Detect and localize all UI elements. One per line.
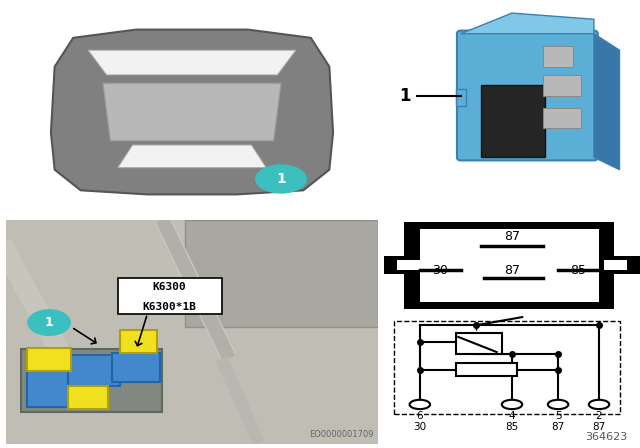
Text: 2: 2 <box>596 411 602 421</box>
FancyBboxPatch shape <box>68 386 109 409</box>
Bar <box>481 85 545 157</box>
Text: 85: 85 <box>571 264 586 277</box>
Text: 87: 87 <box>504 230 520 243</box>
Bar <box>456 89 466 106</box>
Text: 6: 6 <box>417 411 423 421</box>
Circle shape <box>589 400 609 409</box>
Bar <box>456 362 517 376</box>
Polygon shape <box>88 50 296 75</box>
Polygon shape <box>103 83 281 141</box>
Bar <box>397 260 420 270</box>
Bar <box>543 46 573 67</box>
Bar <box>543 108 581 129</box>
Text: 87: 87 <box>552 422 564 431</box>
Text: K6300: K6300 <box>153 282 187 292</box>
Text: 364623: 364623 <box>585 432 627 442</box>
Text: 30: 30 <box>433 264 448 277</box>
Circle shape <box>410 400 430 409</box>
Text: 87: 87 <box>504 264 520 277</box>
FancyBboxPatch shape <box>27 349 72 370</box>
Text: 1: 1 <box>45 316 54 329</box>
Bar <box>456 333 502 354</box>
Text: 1: 1 <box>399 86 410 104</box>
Text: EO0000001709: EO0000001709 <box>309 430 374 439</box>
Text: 5: 5 <box>555 411 561 421</box>
FancyBboxPatch shape <box>27 370 68 407</box>
Circle shape <box>502 400 522 409</box>
Polygon shape <box>594 34 620 170</box>
Bar <box>404 222 614 309</box>
Bar <box>384 256 420 274</box>
Bar <box>604 256 640 274</box>
Polygon shape <box>461 13 594 34</box>
Circle shape <box>28 310 70 335</box>
Circle shape <box>548 400 568 409</box>
Polygon shape <box>51 30 333 194</box>
Text: 30: 30 <box>413 422 426 431</box>
Polygon shape <box>118 145 266 168</box>
FancyBboxPatch shape <box>457 30 598 160</box>
FancyBboxPatch shape <box>120 330 157 353</box>
Bar <box>21 349 163 412</box>
Text: 85: 85 <box>506 422 518 431</box>
FancyBboxPatch shape <box>112 353 161 382</box>
Bar <box>420 229 599 302</box>
Bar <box>394 321 620 414</box>
Text: 4: 4 <box>509 411 515 421</box>
Circle shape <box>256 165 307 193</box>
FancyBboxPatch shape <box>68 355 120 386</box>
Bar <box>118 278 221 314</box>
Text: K6300*1B: K6300*1B <box>143 302 196 312</box>
Text: 1: 1 <box>276 172 286 186</box>
Bar <box>543 75 581 95</box>
Bar <box>604 260 627 270</box>
Text: 87: 87 <box>593 422 605 431</box>
Bar <box>184 220 378 327</box>
